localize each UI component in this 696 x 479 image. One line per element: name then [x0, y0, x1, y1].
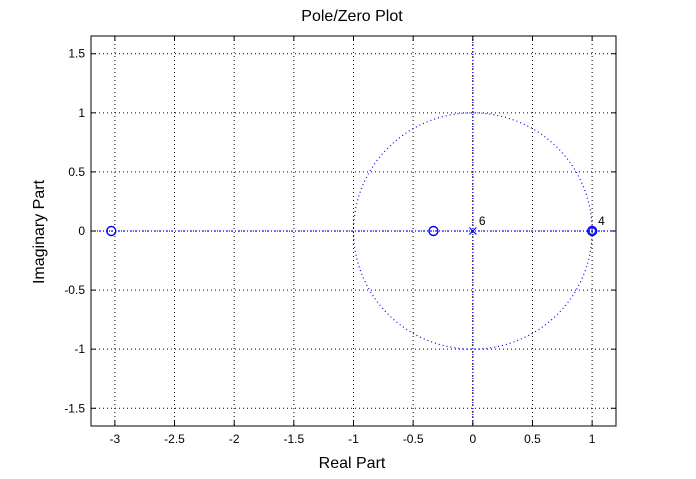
chart-title: Pole/Zero Plot	[301, 8, 403, 25]
zero-marker	[106, 225, 117, 237]
multiplicity-label: 6	[479, 214, 486, 228]
y-axis-title: Imaginary Part	[31, 179, 48, 284]
y-tick-label: -1.5	[64, 401, 85, 415]
x-tick-label: 1	[589, 432, 596, 446]
x-tick-label: -2	[229, 432, 240, 446]
grid-lines	[91, 36, 616, 426]
x-tick-label: -3	[110, 432, 121, 446]
x-tick-label: -2.5	[164, 432, 185, 446]
x-tick-label: -1	[348, 432, 359, 446]
y-tick-label: -0.5	[64, 283, 85, 297]
x-tick-label: -1.5	[283, 432, 304, 446]
zero-marker-repeat	[588, 227, 596, 235]
pole-marker	[468, 227, 477, 235]
pole-stroke	[468, 227, 477, 235]
x-axis-title: Real Part	[319, 455, 386, 472]
zero-marker	[586, 225, 598, 237]
y-tick-label: 0	[78, 224, 85, 238]
y-tick-label: 0.5	[68, 165, 85, 179]
multiplicity-label: 4	[598, 214, 605, 228]
x-tick-label: 0.5	[524, 432, 541, 446]
axis-ticks: -3 -2.5 -2 -1.5 -1 -0.5 0 0.5 1 -1.5 -1 -0.5 0 0.5 1 1.…	[64, 36, 616, 446]
y-tick-label: -1	[74, 342, 85, 356]
x-tick-label: -0.5	[403, 432, 424, 446]
x-tick-label: 0	[469, 432, 476, 446]
y-tick-label: 1.5	[68, 47, 85, 61]
zero-marker	[428, 225, 439, 237]
y-tick-label: 1	[78, 106, 85, 120]
